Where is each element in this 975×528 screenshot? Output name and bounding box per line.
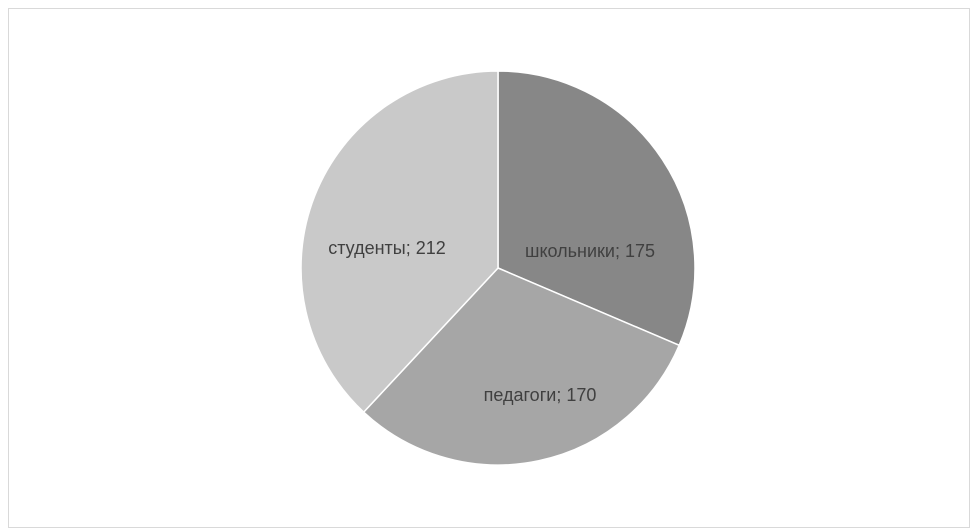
pie-slices xyxy=(300,70,696,466)
pie-slice-1 xyxy=(497,70,696,347)
pie-slice-3 xyxy=(300,70,499,414)
data-label-2: педагоги; 170 xyxy=(484,385,597,405)
pie-data-labels: школьники; 175 педагоги; 170 студенты; 212 xyxy=(328,238,655,405)
data-label-3: студенты; 212 xyxy=(328,238,446,258)
pie-slice-2 xyxy=(362,267,681,466)
data-label-1: школьники; 175 xyxy=(525,241,655,261)
